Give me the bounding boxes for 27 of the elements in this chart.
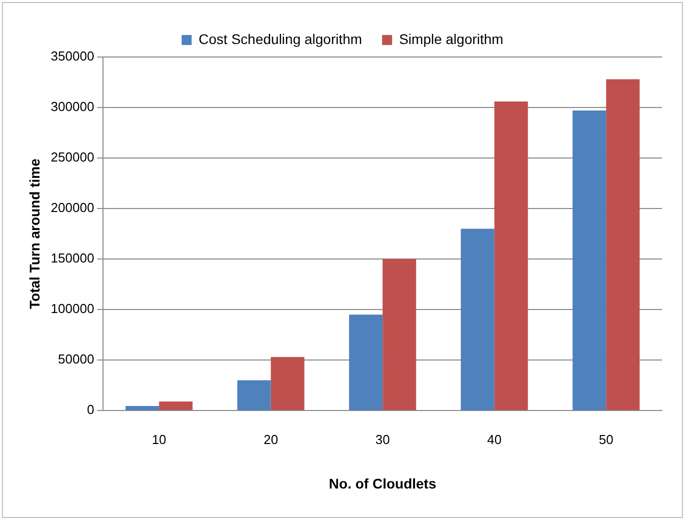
bar — [349, 314, 383, 410]
bar — [270, 357, 304, 410]
bar — [606, 79, 640, 410]
y-axis-title: Total Turn around time — [26, 158, 42, 309]
bar — [126, 406, 160, 410]
legend-label: Simple algorithm — [399, 30, 504, 47]
y-tick-label: 150000 — [50, 250, 94, 266]
y-tick-label: 0 — [86, 402, 94, 418]
x-tick-label: 50 — [598, 432, 614, 447]
x-tick-label: 40 — [487, 432, 502, 447]
bar — [572, 110, 606, 410]
y-tick-label: 50000 — [58, 352, 94, 367]
bar — [159, 402, 193, 410]
y-tick-label: 300000 — [50, 99, 94, 114]
y-tick-label: 350000 — [50, 48, 94, 64]
x-tick-label: 30 — [375, 432, 390, 447]
y-tick-label: 250000 — [50, 150, 94, 165]
bar — [460, 228, 494, 410]
x-tick-label: 10 — [152, 432, 166, 447]
y-tick-label: 100000 — [50, 301, 94, 316]
x-axis-title: No. of Cloudlets — [328, 475, 436, 492]
y-tick-label: 200000 — [50, 200, 94, 216]
bar — [494, 101, 528, 410]
legend-label: Cost Scheduling algorithm — [198, 30, 362, 47]
bar — [237, 380, 271, 410]
x-tick-label: 20 — [264, 432, 278, 447]
bar — [382, 259, 416, 410]
